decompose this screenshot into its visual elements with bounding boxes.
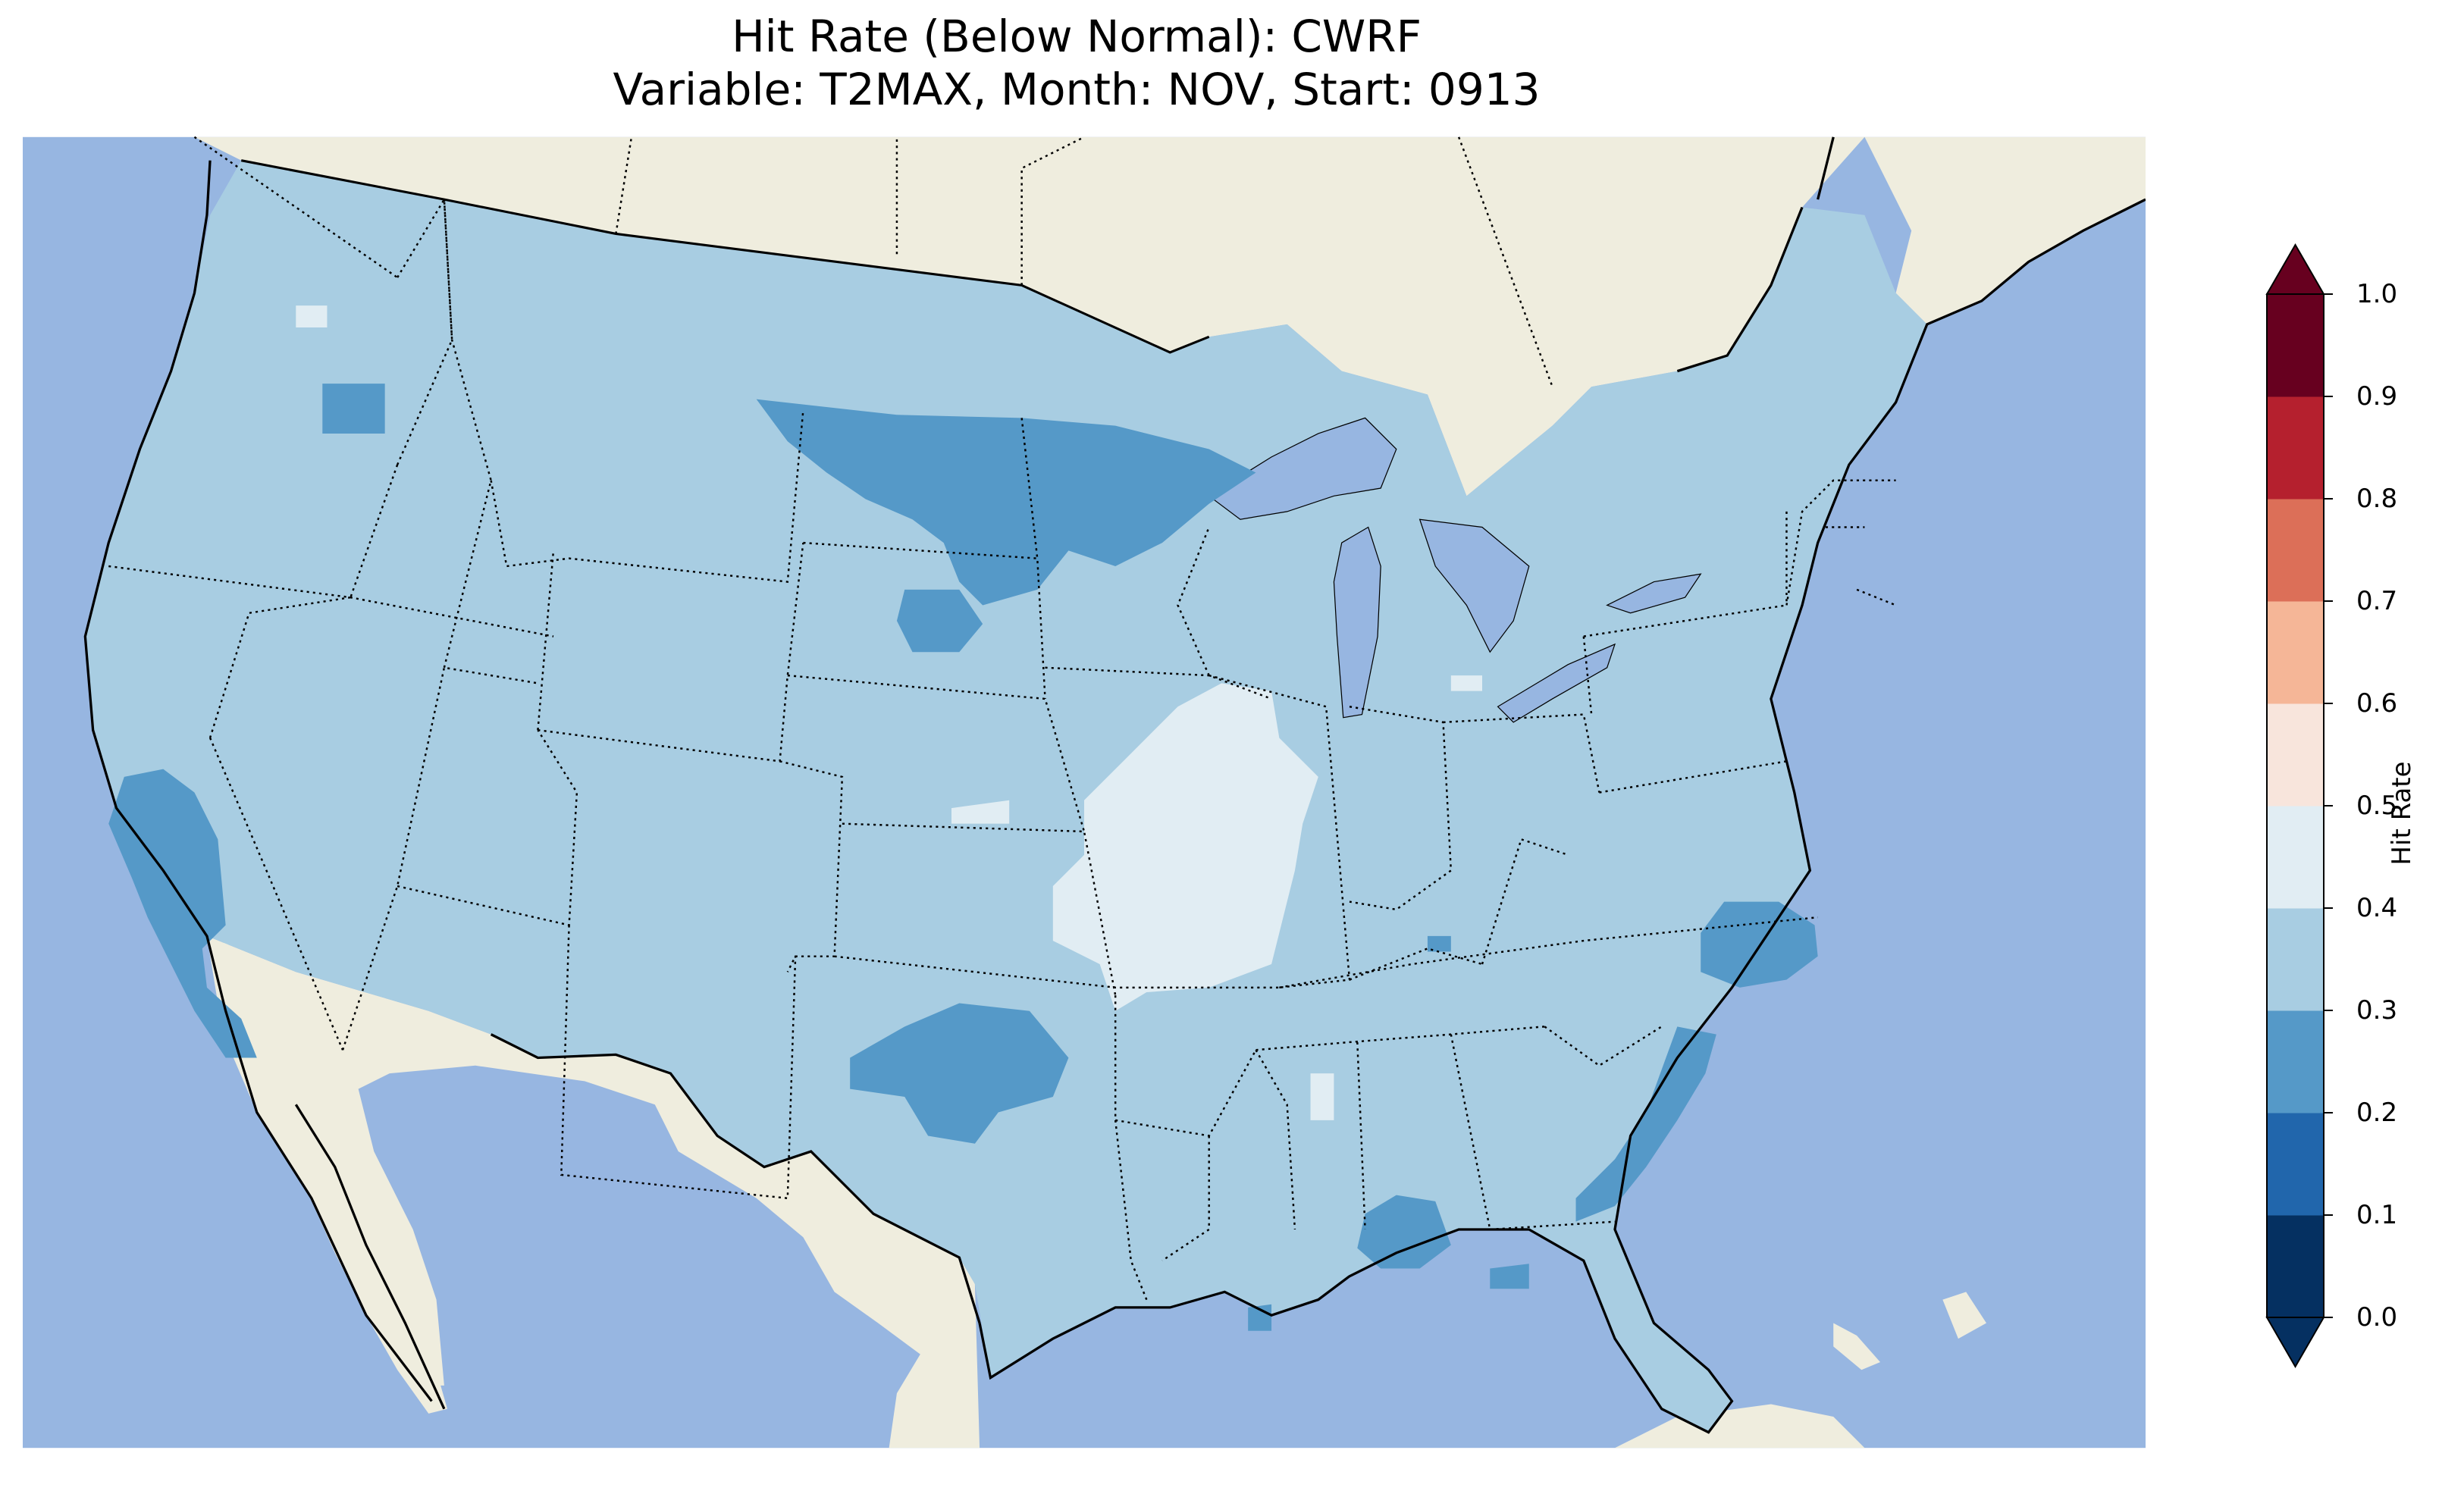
lake-michigan bbox=[1333, 526, 1381, 719]
region-iowa-missouri bbox=[1052, 683, 1318, 1011]
region-california bbox=[108, 769, 257, 1058]
region-gulf-coast bbox=[1357, 1195, 1451, 1269]
canada-land bbox=[194, 136, 1865, 496]
colorbar-bin bbox=[2267, 294, 2324, 397]
colorbar-bin bbox=[2267, 499, 2324, 602]
colorbar-extend-max bbox=[2265, 243, 2325, 295]
colorbar-bin bbox=[2267, 396, 2324, 500]
colorbar-tick-label: 0.2 bbox=[2356, 1098, 2398, 1128]
state-borders bbox=[108, 136, 1897, 1301]
colorbar-tick-label: 0.1 bbox=[2356, 1200, 2398, 1230]
lake-erie bbox=[1497, 643, 1616, 723]
colorbar-tick-label: 1.0 bbox=[2356, 279, 2398, 309]
region-mississippi-small bbox=[1310, 1073, 1334, 1120]
colorbar-scale bbox=[2265, 243, 2333, 1369]
colorbar-tick-label: 0.9 bbox=[2356, 381, 2398, 412]
lake-huron bbox=[1419, 518, 1530, 653]
colorbar-bins bbox=[2265, 243, 2333, 1369]
colorbar-tick-label: 0.0 bbox=[2356, 1302, 2398, 1333]
map-panel bbox=[23, 135, 2146, 1483]
colorbar-bin bbox=[2267, 1215, 2324, 1318]
colorbar-bin bbox=[2267, 703, 2324, 807]
region-washington-small bbox=[296, 305, 328, 327]
colorbar-tick-label: 0.5 bbox=[2356, 791, 2398, 821]
colorbar-extend-min bbox=[2265, 1317, 2325, 1369]
colorbar-bin bbox=[2267, 601, 2324, 704]
region-ohio-small-light bbox=[1450, 675, 1482, 691]
region-carolina-georgia-coast bbox=[1575, 1026, 1716, 1222]
colorbar-bin bbox=[2267, 1113, 2324, 1216]
colorbar-label: Hit Rate bbox=[2387, 761, 2417, 866]
yucatan-land bbox=[1615, 1404, 1865, 1449]
region-northern-idaho bbox=[322, 384, 385, 434]
colorbar-tick-label: 0.3 bbox=[2356, 995, 2398, 1026]
cuba-land bbox=[1833, 1323, 1880, 1370]
lake-ontario bbox=[1606, 573, 1702, 614]
canada-us-border bbox=[240, 159, 1210, 354]
bin-0-4-0-5-regions bbox=[296, 305, 1693, 1483]
us-map bbox=[23, 136, 2146, 1483]
region-oklahoma-texas bbox=[850, 1003, 1069, 1144]
region-florida-panhandle bbox=[1490, 1264, 1529, 1289]
region-south-dakota-west bbox=[896, 589, 983, 653]
colorbar-tick-label: 0.4 bbox=[2356, 893, 2398, 923]
bahamas-land bbox=[1942, 1292, 1986, 1339]
colorbar-bin bbox=[2267, 1010, 2324, 1113]
colorbar: 0.0 0.1 0.2 0.3 0.4 0.5 0.6 0.7 0.8 0.9 1.0 Hit Ra… bbox=[2259, 241, 2464, 1370]
colorbar-bin bbox=[2267, 806, 2324, 909]
lake-superior bbox=[1208, 417, 1397, 520]
region-north-dakota-minnesota bbox=[756, 399, 1256, 606]
region-ohio-small bbox=[1427, 935, 1451, 952]
colorbar-bin bbox=[2267, 908, 2324, 1011]
bin-0-2-0-3-regions bbox=[108, 384, 1818, 1331]
chart-title: Hit Rate (Below Normal): CWRF bbox=[732, 11, 1422, 62]
colorbar-tick-label: 0.8 bbox=[2356, 484, 2398, 514]
coastlines bbox=[83, 136, 2146, 1434]
colorbar-tick-label: 0.6 bbox=[2356, 688, 2398, 719]
colorbar-tick-label: 0.7 bbox=[2356, 586, 2398, 616]
chart-subtitle: Variable: T2MAX, Month: NOV, Start: 0913 bbox=[613, 64, 1541, 115]
region-kansas-small bbox=[951, 800, 1010, 824]
maritimes-land bbox=[1864, 136, 2146, 324]
